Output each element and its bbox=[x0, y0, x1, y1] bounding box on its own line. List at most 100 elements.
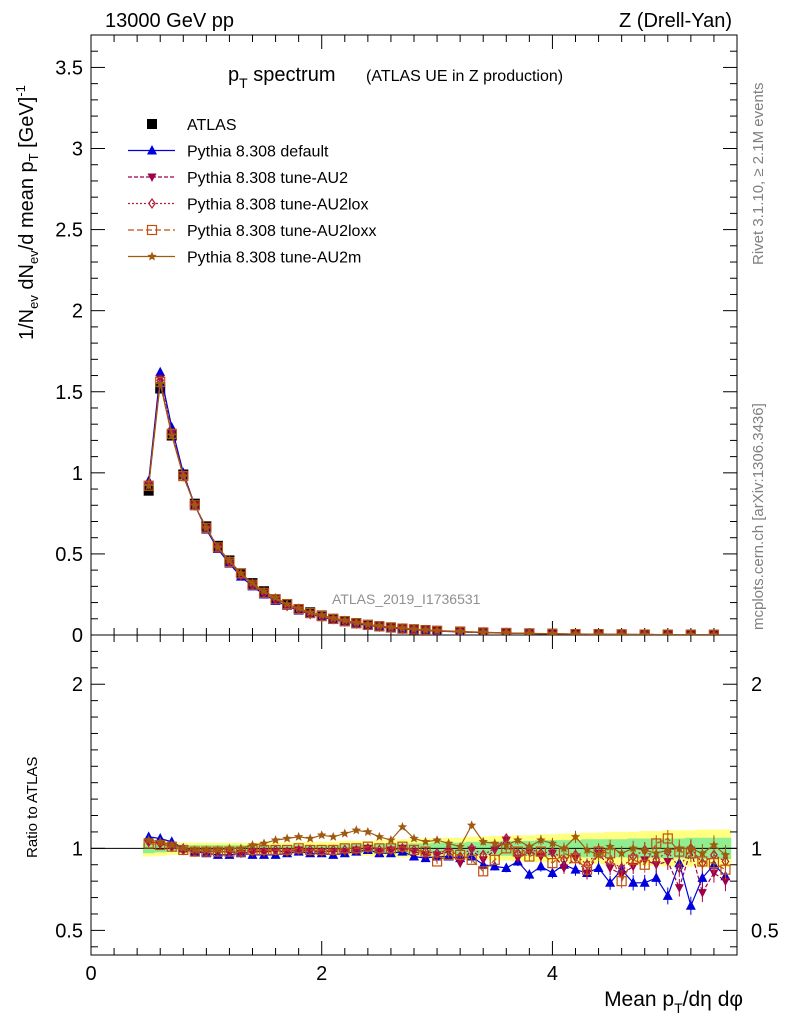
x-tick-label: 2 bbox=[316, 963, 327, 985]
data-point bbox=[559, 864, 569, 874]
legend-marker bbox=[146, 224, 158, 236]
data-point bbox=[501, 627, 512, 635]
ratio-y-tick-label-right: 1 bbox=[751, 838, 762, 860]
data-point bbox=[420, 846, 431, 857]
data-point bbox=[570, 864, 581, 874]
main-y-tick-label: 3.5 bbox=[55, 57, 83, 79]
x-axis-label: Mean pT/dη dφ bbox=[604, 988, 743, 1016]
data-point bbox=[513, 854, 523, 864]
data-point bbox=[409, 624, 419, 634]
data-point bbox=[662, 890, 673, 900]
data-point bbox=[524, 869, 535, 879]
data-point bbox=[282, 833, 292, 843]
data-point bbox=[675, 862, 684, 874]
ratio-plot-frame bbox=[90, 634, 738, 956]
data-point bbox=[513, 835, 523, 845]
data-point bbox=[432, 625, 442, 635]
data-point bbox=[190, 500, 200, 510]
data-point bbox=[605, 877, 616, 887]
data-point bbox=[478, 836, 488, 846]
data-point bbox=[489, 854, 500, 865]
data-point bbox=[351, 825, 362, 835]
data-point bbox=[536, 835, 546, 845]
data-point bbox=[178, 471, 189, 481]
ratio-y-tick-label-right: 2 bbox=[751, 674, 762, 696]
data-point bbox=[479, 849, 488, 861]
data-point bbox=[548, 846, 557, 858]
data-point bbox=[639, 877, 650, 887]
data-point bbox=[651, 848, 662, 858]
data-point bbox=[593, 862, 604, 873]
main-y-tick-label: 0.5 bbox=[55, 544, 83, 566]
data-point bbox=[720, 864, 731, 875]
data-point bbox=[639, 844, 650, 855]
data-point bbox=[697, 889, 707, 898]
data-point bbox=[708, 858, 720, 869]
data-point bbox=[374, 843, 385, 854]
data-point bbox=[536, 847, 545, 859]
data-point bbox=[397, 623, 408, 633]
analysis-watermark: ATLAS_2019_I1736531 bbox=[332, 591, 481, 607]
data-point bbox=[397, 822, 408, 832]
data-point bbox=[720, 877, 730, 887]
plot-title: pT spectrum bbox=[228, 64, 336, 91]
data-point bbox=[270, 592, 281, 602]
rivet-version-label: Rivet 3.1.10, ≥ 2.1M events bbox=[750, 83, 767, 266]
data-point bbox=[236, 843, 246, 853]
data-point bbox=[305, 833, 315, 843]
data-point bbox=[166, 430, 177, 440]
main-y-axis-label: 1/Nev dNev/d mean pT [GeV]-1 bbox=[13, 85, 41, 340]
ratio-y-axis-label: Ratio to ATLAS bbox=[24, 757, 41, 858]
data-point bbox=[489, 838, 500, 848]
data-point bbox=[697, 872, 708, 882]
data-point bbox=[570, 831, 581, 841]
data-point bbox=[420, 836, 431, 846]
legend-label: Pythia 8.308 tune-AU2m bbox=[187, 250, 361, 267]
data-point bbox=[443, 849, 454, 860]
data-point bbox=[408, 844, 420, 856]
data-point bbox=[363, 826, 373, 836]
data-point bbox=[616, 876, 627, 887]
data-point bbox=[293, 843, 304, 854]
data-point bbox=[605, 864, 615, 874]
data-point bbox=[524, 628, 535, 635]
data-point bbox=[247, 840, 258, 850]
data-point bbox=[259, 586, 269, 596]
data-point bbox=[478, 627, 488, 635]
data-point bbox=[582, 844, 592, 855]
data-point bbox=[397, 841, 408, 852]
data-point bbox=[663, 844, 673, 855]
data-point bbox=[628, 877, 639, 887]
data-point bbox=[293, 831, 304, 841]
data-point bbox=[709, 840, 719, 850]
ratio-x-axis: 0 2 4 bbox=[85, 635, 738, 985]
ratio-series-layer bbox=[143, 820, 731, 915]
data-point bbox=[501, 862, 512, 873]
data-point bbox=[431, 856, 443, 867]
data-point bbox=[581, 864, 593, 875]
main-series-layer bbox=[143, 366, 720, 635]
mcplots-label: mcplots.cern.ch [arXiv:1306.3436] bbox=[750, 403, 767, 630]
data-point bbox=[616, 848, 627, 858]
data-point bbox=[685, 900, 696, 910]
data-point bbox=[443, 838, 454, 848]
data-point bbox=[340, 615, 350, 625]
data-point bbox=[178, 843, 189, 853]
ratio-y-axis: 0.5 0.5 1 1 2 2 bbox=[55, 650, 779, 948]
main-y-tick-label: 2 bbox=[72, 301, 83, 323]
data-point bbox=[293, 603, 304, 613]
data-point bbox=[305, 607, 315, 617]
data-point bbox=[652, 854, 661, 866]
data-point bbox=[316, 830, 327, 840]
data-point bbox=[455, 859, 465, 869]
data-point bbox=[489, 860, 500, 871]
data-point bbox=[328, 844, 339, 856]
data-point bbox=[512, 846, 523, 857]
data-point bbox=[363, 619, 373, 629]
data-point bbox=[709, 869, 719, 878]
ratio-y-tick-label: 2 bbox=[72, 674, 83, 696]
data-point bbox=[616, 629, 627, 635]
header-right: Z (Drell-Yan) bbox=[619, 10, 732, 32]
legend-marker bbox=[147, 145, 157, 155]
